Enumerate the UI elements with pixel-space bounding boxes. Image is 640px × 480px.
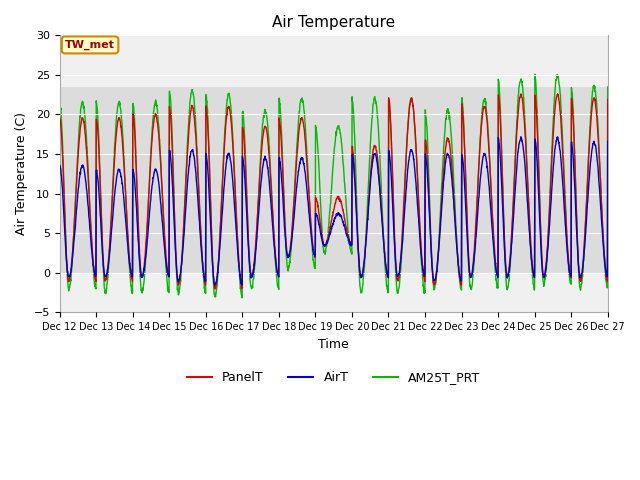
Bar xyxy=(60,87,608,273)
Y-axis label: Air Temperature (C): Air Temperature (C) xyxy=(15,112,28,235)
Title: Air Temperature: Air Temperature xyxy=(272,15,396,30)
X-axis label: Time: Time xyxy=(318,337,349,351)
Legend: PanelT, AirT, AM25T_PRT: PanelT, AirT, AM25T_PRT xyxy=(182,366,486,389)
Text: TW_met: TW_met xyxy=(65,40,115,50)
